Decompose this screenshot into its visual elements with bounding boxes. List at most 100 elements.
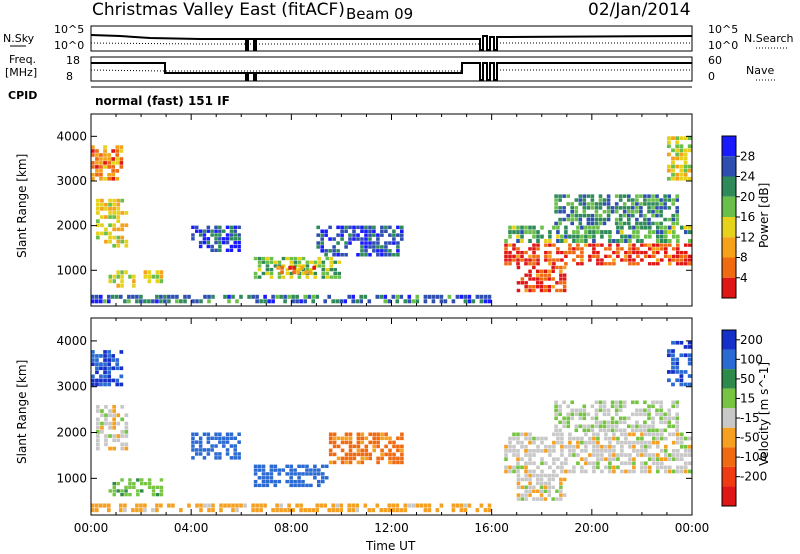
power-cell (562, 265, 567, 270)
power-cell (124, 211, 129, 215)
power-cell (596, 243, 600, 247)
power-cell (103, 145, 107, 149)
vel-cell (199, 503, 203, 508)
power-cell (116, 235, 121, 240)
power-cell (687, 176, 692, 181)
power-cell (321, 275, 326, 279)
power-cell (612, 239, 616, 243)
power-cell (107, 165, 111, 169)
power-cell (321, 271, 326, 276)
vel-cell (570, 400, 574, 405)
power-cell (339, 299, 343, 304)
vel-cell (269, 464, 274, 468)
power-cell (96, 219, 100, 223)
power-cell (543, 288, 548, 293)
power-cell (111, 169, 115, 173)
vel-colorbar-segment (722, 486, 736, 506)
power-cell (360, 253, 364, 257)
vel-cell (520, 432, 524, 437)
power-cell (675, 213, 679, 218)
power-cell (594, 210, 599, 214)
power-cell (596, 258, 600, 262)
power-cell (379, 294, 384, 299)
vel-cell (592, 440, 596, 445)
vel-cell (643, 408, 647, 413)
vel-cell (368, 432, 372, 437)
vel-cell (352, 456, 357, 461)
power-cell (528, 247, 532, 251)
power-cell (218, 244, 222, 249)
power-cell (680, 250, 684, 255)
vel-cell (675, 420, 679, 425)
vel-cell (651, 400, 655, 405)
vel-cell (120, 493, 124, 497)
power-cell (91, 153, 95, 157)
power-cell (198, 229, 203, 233)
vel-cell (676, 449, 680, 453)
vel-cell (116, 489, 120, 493)
power-cell (396, 249, 400, 253)
power-cell (547, 277, 551, 281)
vel-cell (107, 354, 111, 358)
vel-cell (536, 497, 540, 501)
vel-cell (269, 479, 274, 484)
power-cell (532, 230, 536, 235)
vel-cell (644, 465, 648, 470)
vel-ytick-label: 3000 (56, 380, 87, 394)
power-cell (640, 250, 644, 255)
vel-cell (155, 485, 160, 489)
vel-cell (143, 482, 148, 486)
power-cell (259, 299, 263, 304)
power-cell (667, 164, 671, 169)
power-cell (479, 294, 484, 299)
power-cell (584, 234, 588, 239)
power-cell (679, 172, 684, 177)
vel-cell (403, 508, 408, 513)
vel-cell (214, 452, 218, 456)
power-cell (388, 225, 392, 230)
vel-cell (96, 425, 100, 430)
power-cell (108, 279, 112, 284)
vel-cell (559, 477, 563, 482)
vel-cell (355, 503, 359, 508)
vel-cell (355, 508, 359, 513)
power-cell (628, 243, 632, 247)
power-cell (301, 256, 306, 261)
vel-cell (301, 479, 305, 484)
vel-cell (596, 444, 600, 449)
power-cell (608, 254, 612, 258)
vel-cell (124, 421, 129, 426)
power-cell (329, 268, 334, 272)
vel-cell (578, 424, 583, 429)
vel-cell (317, 468, 321, 472)
vel-cell (671, 357, 675, 362)
vel-cell (95, 378, 99, 383)
power-cell (309, 260, 314, 264)
power-cell (562, 277, 567, 281)
vel-cell (582, 404, 587, 409)
vel-cell (604, 432, 608, 437)
power-cell (536, 254, 540, 258)
power-cell (364, 233, 368, 237)
vel-cell (667, 416, 671, 421)
power-cell (624, 250, 628, 255)
power-cell (368, 245, 372, 249)
power-cell (383, 299, 388, 304)
power-cell (159, 294, 163, 299)
power-cell (124, 270, 128, 275)
vel-ytick-label: 2000 (56, 426, 87, 440)
vel-cell (568, 469, 572, 474)
vel-cell (251, 508, 255, 513)
vel-cell (539, 497, 544, 501)
power-cell (325, 271, 330, 276)
vel-cell (328, 448, 333, 453)
vel-cell (263, 503, 267, 508)
vel-cell (671, 416, 675, 421)
power-cell (516, 247, 520, 251)
vel-cell (269, 476, 274, 480)
power-cell (576, 234, 580, 239)
power-cell (532, 258, 536, 262)
power-cell (651, 206, 655, 210)
vel-cell (606, 424, 611, 429)
power-cell (562, 285, 567, 289)
